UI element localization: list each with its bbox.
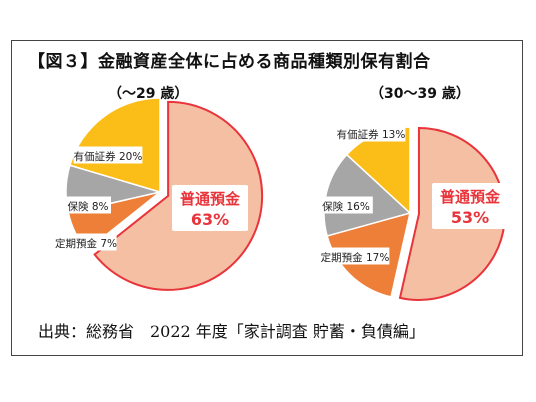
pie-1-title: （～29 歳） (108, 86, 189, 102)
pie-2-label-3-box (319, 196, 373, 214)
pie-1-main-label-name: 普通預金 (180, 190, 241, 208)
pie-2-label-2-text: 定期預金 17% (321, 251, 390, 264)
pie-2-label-3-text: 保険 16% (322, 200, 370, 213)
pie-2-label-2-box (320, 247, 390, 265)
pie-1-main-label-box (172, 185, 248, 231)
pie-2-slice-3 (323, 153, 412, 237)
pie-1-main-label: 普通預金 63% (172, 185, 248, 231)
pie-1-label-2-text: 定期預金 7% (55, 237, 117, 250)
pie-1-main-label-value: 63% (191, 210, 229, 229)
pie-2-label-4: 有価証券 13% (336, 124, 406, 142)
pie-1-label-3: 保険 8% (65, 196, 111, 214)
pie-2-label-2: 定期預金 17% (320, 247, 390, 265)
figure-title: 【図３】金融資産全体に占める商品種類別保有割合 (28, 52, 431, 72)
pie-2-label-4-box (336, 124, 406, 142)
pie-1-label-4-box (73, 146, 143, 164)
pie-1-label-2: 定期預金 7% (55, 233, 117, 251)
pie-2-title: （30～39 歳） (370, 86, 470, 102)
pie-1-label-4: 有価証券 20% (73, 146, 143, 164)
pie-layer: 普通預金 63% 定期預金 7% 保険 8% 有価証券 20% 普通預金 53% 定期預金 1… (55, 97, 508, 301)
pie-2-main-label-name: 普通預金 (440, 188, 501, 206)
pie-2-label-4-text: 有価証券 13% (337, 128, 406, 141)
pie-2-main-label-box (432, 183, 508, 229)
source-note: 出典：総務省 2022 年度「家計調査 貯蓄・負債編」 (38, 322, 425, 341)
pie-1-label-3-text: 保険 8% (68, 200, 109, 213)
pie-1-label-4-text: 有価証券 20% (74, 150, 143, 163)
pie-1-label-3-box (65, 196, 111, 214)
pie-2-label-3: 保険 16% (319, 196, 373, 214)
pie-1-slice-4 (68, 97, 161, 194)
pie-1-label-2-box (55, 233, 117, 251)
pie-2-main-label: 普通預金 53% (432, 183, 508, 229)
pie-2-main-label-value: 53% (451, 208, 489, 227)
